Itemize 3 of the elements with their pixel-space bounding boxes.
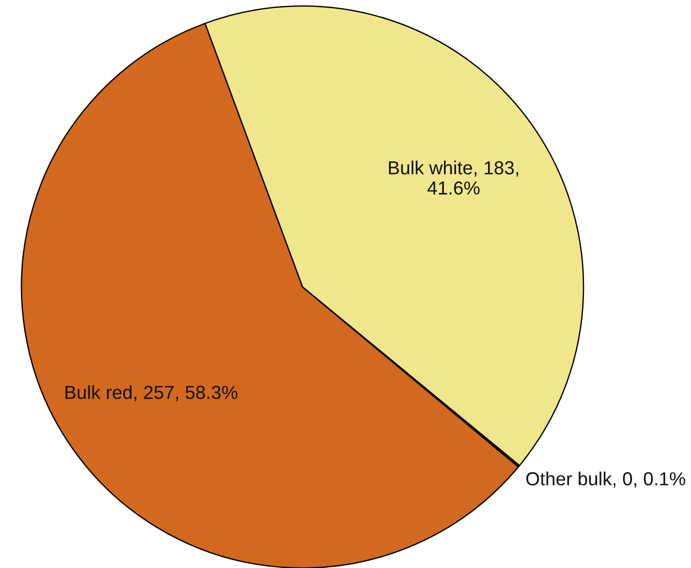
slice-label: Bulk white, 183, 41.6% bbox=[388, 160, 518, 195]
slice-label: Bulk red, 257, 58.3% bbox=[66, 385, 238, 402]
slice-label: Other bulk, 0, 0.1% bbox=[526, 472, 686, 488]
